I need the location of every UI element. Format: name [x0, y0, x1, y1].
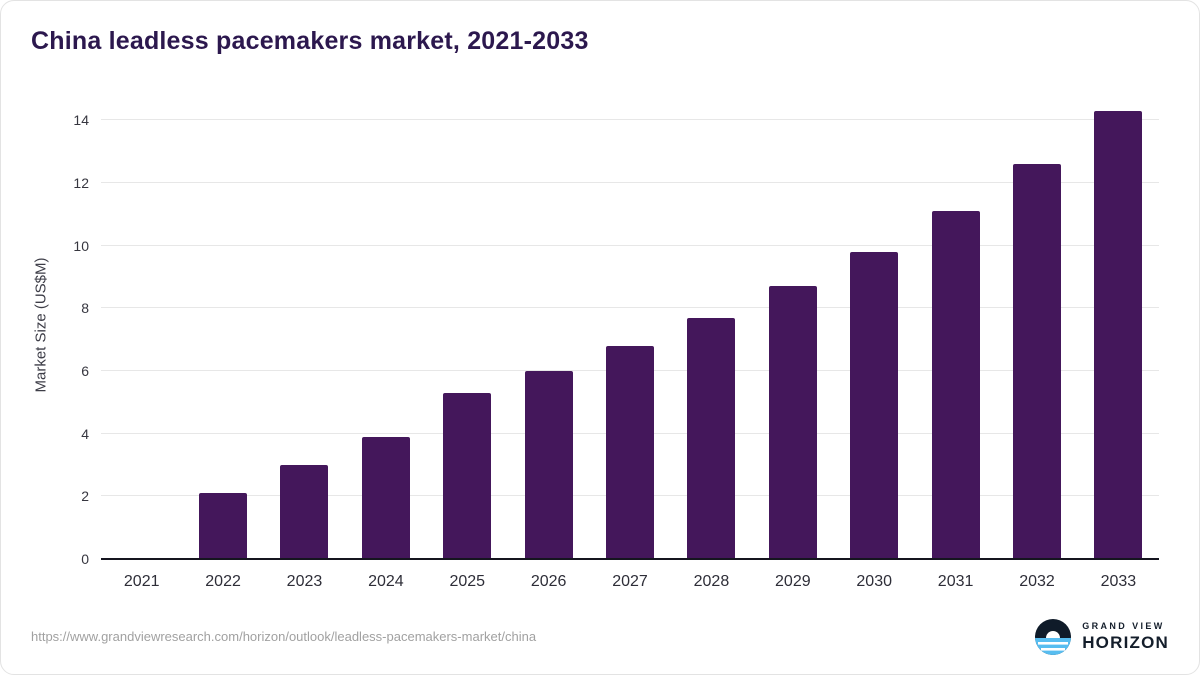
gridline [101, 307, 1159, 309]
y-tick-label: 6 [81, 363, 89, 379]
bar-slot [508, 89, 589, 559]
bars [101, 89, 1159, 559]
x-tick-label: 2026 [530, 573, 567, 590]
x-tick-label: 2033 [1100, 573, 1137, 590]
bar-2024 [361, 436, 410, 559]
source-url: https://www.grandviewresearch.com/horizo… [31, 629, 537, 644]
bar-slot [345, 89, 426, 559]
bar-slot [671, 89, 752, 559]
bar-2025 [443, 392, 492, 559]
plot-area [101, 89, 1159, 560]
bar-slot [915, 89, 996, 559]
bar-2029 [768, 286, 817, 559]
x-tick-label: 2032 [1019, 573, 1055, 590]
bar-2033 [1094, 110, 1143, 559]
x-tick-label: 2023 [286, 573, 323, 590]
x-tick-label: 2022 [205, 573, 241, 590]
x-tick-label: 2025 [449, 573, 486, 590]
x-axis-line [101, 558, 1159, 560]
bar-2032 [1012, 164, 1061, 559]
y-tick-label: 4 [81, 425, 89, 442]
bar-slot [101, 89, 182, 559]
chart-title: China leadless pacemakers market, 2021-2… [31, 27, 589, 55]
x-tick-label: 2021 [123, 573, 160, 590]
bar-2027 [606, 345, 655, 559]
x-tick-label: 2030 [856, 573, 892, 590]
bar-2023 [280, 465, 329, 559]
brand-logo-block: GRAND VIEW HORIZON [1034, 618, 1169, 656]
bar-slot [589, 89, 670, 559]
x-tick-label: 2027 [612, 573, 648, 590]
bar-2030 [850, 251, 899, 559]
bar-slot [264, 89, 345, 559]
gridline [101, 182, 1159, 183]
bar-slot [996, 89, 1077, 559]
bar-slot [427, 89, 508, 559]
x-tick-label: 2029 [775, 573, 811, 590]
bar-2022 [199, 493, 248, 559]
y-tick-label: 2 [81, 488, 89, 505]
y-tick-label: 8 [81, 300, 89, 317]
brand-text: GRAND VIEW HORIZON [1082, 621, 1169, 653]
bar-slot [1078, 89, 1159, 559]
y-tick-label: 14 [73, 112, 89, 129]
bar-2031 [931, 211, 980, 559]
bar-slot [834, 89, 915, 559]
x-tick-label: 2028 [693, 573, 730, 590]
bar-2028 [687, 317, 736, 559]
y-tick-label: 12 [73, 175, 89, 191]
brand-name-bottom: HORIZON [1082, 633, 1169, 652]
y-tick-label: 10 [73, 237, 89, 254]
bar-slot [752, 89, 833, 559]
grand-view-horizon-logo-icon [1035, 619, 1072, 655]
gridline [101, 119, 1159, 121]
y-axis-ticks: 0 2 4 6 8 10 12 14 [1, 89, 89, 567]
gridline [101, 244, 1159, 246]
bar-2026 [524, 371, 573, 559]
x-tick-label: 2031 [937, 573, 974, 590]
x-tick-label: 2024 [368, 573, 404, 590]
brand-name-top: GRAND VIEW [1082, 621, 1165, 631]
bar-slot [182, 89, 263, 559]
x-axis-labels: 2021 2022 2023 2024 2025 2026 2027 2028 2029 2030… [101, 573, 1159, 591]
y-tick-label: 0 [81, 551, 89, 567]
